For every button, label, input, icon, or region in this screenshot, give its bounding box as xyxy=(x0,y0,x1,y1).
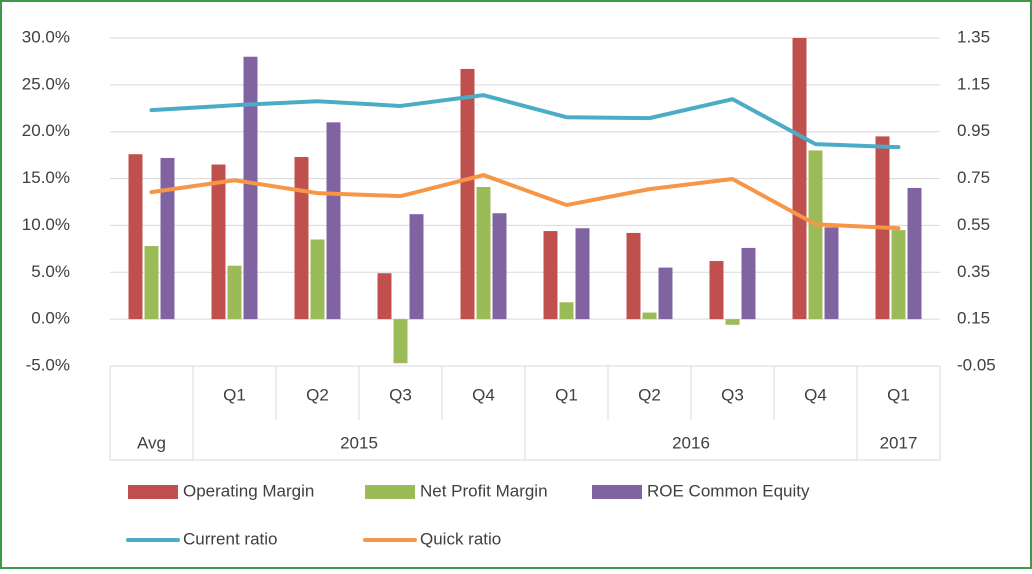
bar xyxy=(626,232,641,320)
bar xyxy=(476,187,491,320)
y2-tick-label: -0.05 xyxy=(957,355,996,374)
x-tick-label: Q1 xyxy=(555,385,578,404)
bar xyxy=(891,230,906,320)
y2-tick-label: 1.35 xyxy=(957,27,990,46)
bar xyxy=(725,319,740,325)
y-tick-label: 0.0% xyxy=(31,309,70,328)
x-tick-label: Q3 xyxy=(721,385,744,404)
x-tick-label: Q1 xyxy=(223,385,246,404)
line xyxy=(149,173,901,231)
bar xyxy=(824,227,839,320)
y-tick-label: 25.0% xyxy=(22,74,70,93)
y2-tick-label: 0.15 xyxy=(957,309,990,328)
y2-tick-label: 1.15 xyxy=(957,74,990,93)
y-tick-label: -5.0% xyxy=(26,355,70,374)
x-tick-label: Q2 xyxy=(306,385,329,404)
y-tick-label: 5.0% xyxy=(31,262,70,281)
bar xyxy=(492,213,507,320)
bar xyxy=(160,157,175,320)
legend-swatch xyxy=(592,485,642,499)
legend-label: Current ratio xyxy=(183,529,277,548)
y2-tick-label: 0.55 xyxy=(957,215,990,234)
bar xyxy=(460,68,475,320)
bar xyxy=(642,312,657,320)
bar xyxy=(227,265,242,320)
x-tick-label: Q4 xyxy=(804,385,827,404)
bar xyxy=(907,187,922,320)
x-tick-label: Q1 xyxy=(887,385,910,404)
bar xyxy=(409,214,424,320)
bar xyxy=(559,302,574,320)
legend-label: ROE Common Equity xyxy=(647,481,810,500)
bar xyxy=(243,56,258,320)
bar xyxy=(575,228,590,320)
bar xyxy=(326,122,341,320)
x-tick-label: Q3 xyxy=(389,385,412,404)
y-tick-label: 20.0% xyxy=(22,121,70,140)
x-tick-label: Q2 xyxy=(638,385,661,404)
bar xyxy=(792,38,807,320)
bar xyxy=(808,150,823,320)
x-group-label: 2015 xyxy=(340,433,378,452)
bar xyxy=(377,273,392,320)
line xyxy=(149,93,901,150)
y-tick-label: 15.0% xyxy=(22,168,70,187)
legend-swatch xyxy=(365,485,415,499)
y2-tick-label: 0.75 xyxy=(957,168,990,187)
legend-label: Operating Margin xyxy=(183,481,314,500)
bar xyxy=(211,164,226,320)
bar xyxy=(741,247,756,320)
bar xyxy=(543,231,558,320)
bar xyxy=(393,319,408,364)
x-group-label: Avg xyxy=(137,433,166,452)
y-tick-label: 30.0% xyxy=(22,27,70,46)
bar xyxy=(658,267,673,320)
bar xyxy=(144,246,159,320)
y2-tick-label: 0.35 xyxy=(957,262,990,281)
x-group-label: 2016 xyxy=(672,433,710,452)
x-tick-label: Q4 xyxy=(472,385,495,404)
bar xyxy=(310,239,325,320)
bar xyxy=(128,154,143,320)
legend-swatch xyxy=(128,485,178,499)
bar xyxy=(294,157,309,320)
legend-label: Net Profit Margin xyxy=(420,481,548,500)
legend-label: Quick ratio xyxy=(420,529,501,548)
y2-tick-label: 0.95 xyxy=(957,121,990,140)
bar xyxy=(709,261,724,320)
y-tick-label: 10.0% xyxy=(22,215,70,234)
x-group-label: 2017 xyxy=(880,433,918,452)
